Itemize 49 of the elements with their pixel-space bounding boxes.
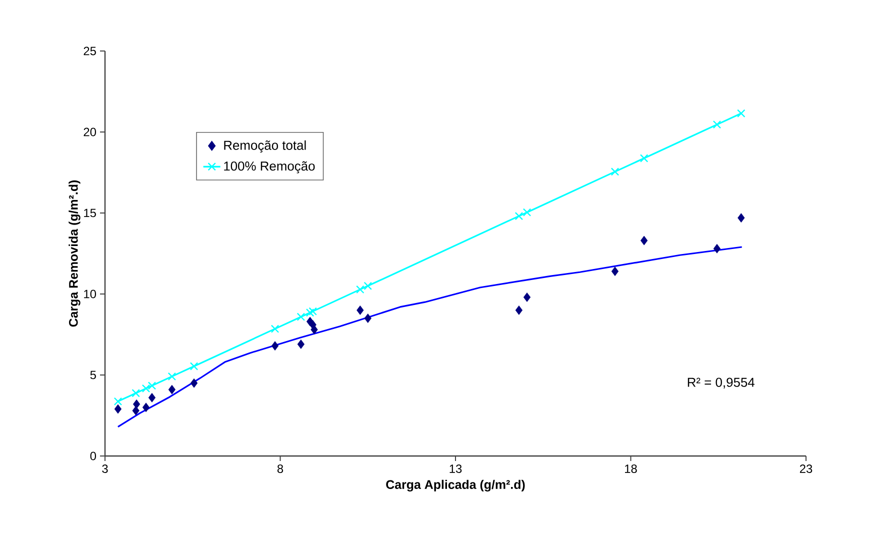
annotation: R² = 0,9554 <box>688 378 754 388</box>
point <box>737 109 746 118</box>
point <box>308 307 317 316</box>
point <box>364 314 372 323</box>
x-tick-label: 18 <box>625 464 637 473</box>
point <box>640 154 648 162</box>
point <box>640 236 648 246</box>
legend-label: 100% Remoção <box>224 161 315 174</box>
point <box>514 212 524 220</box>
y-tick-label: 15 <box>84 208 96 218</box>
y-axis-title: Carga Removida (g/m².d) <box>68 180 80 327</box>
point <box>297 340 305 349</box>
point <box>611 266 619 276</box>
point <box>168 384 176 394</box>
legend-label: Remoção total <box>224 140 306 153</box>
point <box>713 244 721 254</box>
point <box>712 120 722 129</box>
point <box>132 399 140 409</box>
y-tick-label: 5 <box>90 370 96 380</box>
point <box>738 213 745 223</box>
point <box>168 372 176 381</box>
point <box>190 362 198 370</box>
point <box>522 208 532 216</box>
y-tick-label: 0 <box>90 452 96 460</box>
point <box>114 404 122 414</box>
x-tick-label: 8 <box>277 464 284 473</box>
point <box>523 292 531 302</box>
point <box>271 341 279 351</box>
point <box>610 168 620 176</box>
point <box>114 397 122 406</box>
point <box>310 324 318 334</box>
y-tick-label: 25 <box>84 46 96 56</box>
x-axis-title: Carga Aplicada (g/m².d) <box>386 480 525 492</box>
point <box>296 312 306 321</box>
x-tick-label: 13 <box>450 464 462 473</box>
point <box>142 402 150 412</box>
point <box>356 306 364 315</box>
y-tick-label: 20 <box>84 128 96 136</box>
point <box>515 306 523 315</box>
point <box>190 378 198 388</box>
y-tick-label: 10 <box>84 290 96 298</box>
point <box>148 392 156 402</box>
point <box>364 282 372 290</box>
x-tick-label: 3 <box>102 464 108 473</box>
point <box>356 285 364 294</box>
point <box>132 389 140 398</box>
point <box>306 308 314 317</box>
point <box>270 324 280 333</box>
x-tick-label: 23 <box>800 464 812 473</box>
